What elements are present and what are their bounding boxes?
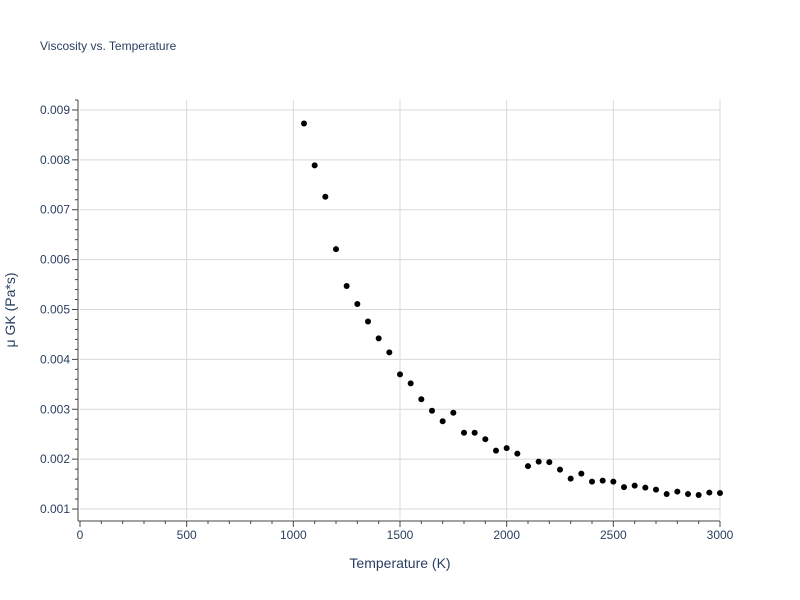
data-point [397,371,403,378]
data-point [461,429,467,436]
y-tick-label: 0.003 [40,402,70,416]
data-point [642,484,649,491]
data-point [333,246,339,253]
data-point [343,283,350,290]
data-point [354,301,361,308]
data-point [322,193,329,200]
data-point [471,429,478,436]
axes: 0 500 1000 1500 2000 2500 3000 0.001 0.002 0.003 0… [40,99,734,542]
x-tick-label: 2000 [493,528,520,542]
x-tick-label: 1500 [387,528,414,542]
data-point [717,490,723,497]
data-point [525,463,531,470]
data-point [365,318,371,325]
data-point [429,407,435,414]
data-points [301,120,723,499]
data-point [706,489,713,496]
data-point [482,436,489,443]
data-point [546,459,553,466]
x-tick-label: 3000 [707,528,734,542]
data-point [514,450,521,457]
data-point [386,349,393,356]
x-tick-label: 1000 [280,528,307,542]
grid [80,100,721,519]
y-tick-label: 0.005 [40,303,70,317]
data-point [674,488,681,495]
data-point [589,478,595,485]
data-point [503,445,510,452]
x-tick-label: 2500 [600,528,627,542]
data-point [439,418,446,425]
data-point [610,478,617,485]
data-point [567,475,574,482]
y-tick-label: 0.007 [40,203,70,217]
data-point [375,335,382,342]
y-tick-label: 0.008 [40,153,70,167]
y-tick-label: 0.004 [40,352,70,366]
y-tick-label: 0.009 [40,103,70,117]
x-tick-label: 500 [177,528,197,542]
x-tick-label: 0 [77,528,84,542]
data-point [695,492,702,499]
chart-title: Viscosity vs. Temperature [40,39,177,53]
data-point [535,458,542,465]
y-tick-label: 0.001 [40,502,70,516]
data-point [450,409,457,416]
data-point [578,470,585,477]
data-point [407,380,414,387]
data-point [493,447,499,454]
y-tick-label: 0.002 [40,452,70,466]
data-point [301,120,307,127]
data-point [653,486,659,493]
data-point [418,396,425,403]
data-point [557,466,563,473]
y-axis-title: μ GK (Pa*s) [2,273,18,348]
y-tick-label: 0.006 [40,253,70,267]
data-point [621,484,627,491]
x-axis-title: Temperature (K) [349,555,450,571]
data-point [685,491,691,498]
data-point [311,162,318,169]
data-point [663,491,670,498]
data-point [599,477,606,484]
data-point [631,482,638,489]
